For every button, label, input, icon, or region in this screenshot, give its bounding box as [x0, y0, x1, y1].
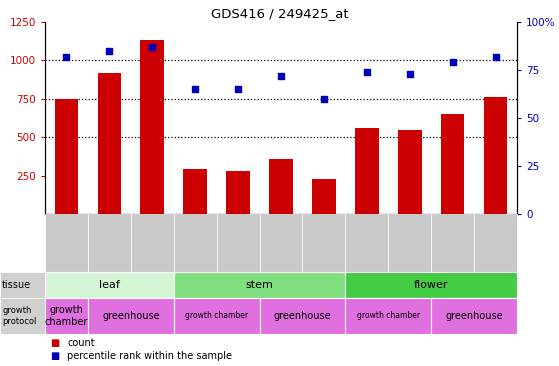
Bar: [355, 128, 378, 214]
Bar: [183, 169, 207, 214]
Bar: [398, 130, 421, 214]
Text: GDS416 / 249425_at: GDS416 / 249425_at: [211, 7, 348, 20]
Text: growth chamber: growth chamber: [185, 311, 248, 321]
Text: growth
chamber: growth chamber: [45, 305, 88, 327]
Point: [62, 54, 71, 60]
Bar: [98, 73, 121, 214]
Text: stem: stem: [245, 280, 273, 290]
Text: percentile rank within the sample: percentile rank within the sample: [68, 351, 233, 361]
Text: leaf: leaf: [99, 280, 120, 290]
Text: ■: ■: [51, 338, 60, 348]
Text: growth
protocol: growth protocol: [2, 306, 36, 326]
Text: count: count: [68, 338, 95, 348]
Point: [148, 44, 157, 50]
Text: tissue: tissue: [2, 280, 31, 290]
Point: [234, 86, 243, 92]
Text: greenhouse: greenhouse: [446, 311, 503, 321]
Text: greenhouse: greenhouse: [274, 311, 331, 321]
Bar: [140, 40, 164, 214]
Point: [105, 48, 114, 54]
Point: [448, 59, 457, 65]
Bar: [55, 99, 78, 214]
Point: [491, 54, 500, 60]
Bar: [226, 171, 250, 214]
Bar: [441, 114, 465, 214]
Text: flower: flower: [414, 280, 448, 290]
Text: ■: ■: [51, 351, 60, 361]
Point: [362, 69, 371, 75]
Point: [319, 96, 328, 102]
Bar: [484, 97, 508, 214]
Bar: [312, 179, 336, 214]
Text: growth chamber: growth chamber: [357, 311, 420, 321]
Bar: [269, 159, 293, 214]
Point: [405, 71, 414, 77]
Text: greenhouse: greenhouse: [102, 311, 160, 321]
Point: [277, 73, 286, 79]
Point: [191, 86, 200, 92]
